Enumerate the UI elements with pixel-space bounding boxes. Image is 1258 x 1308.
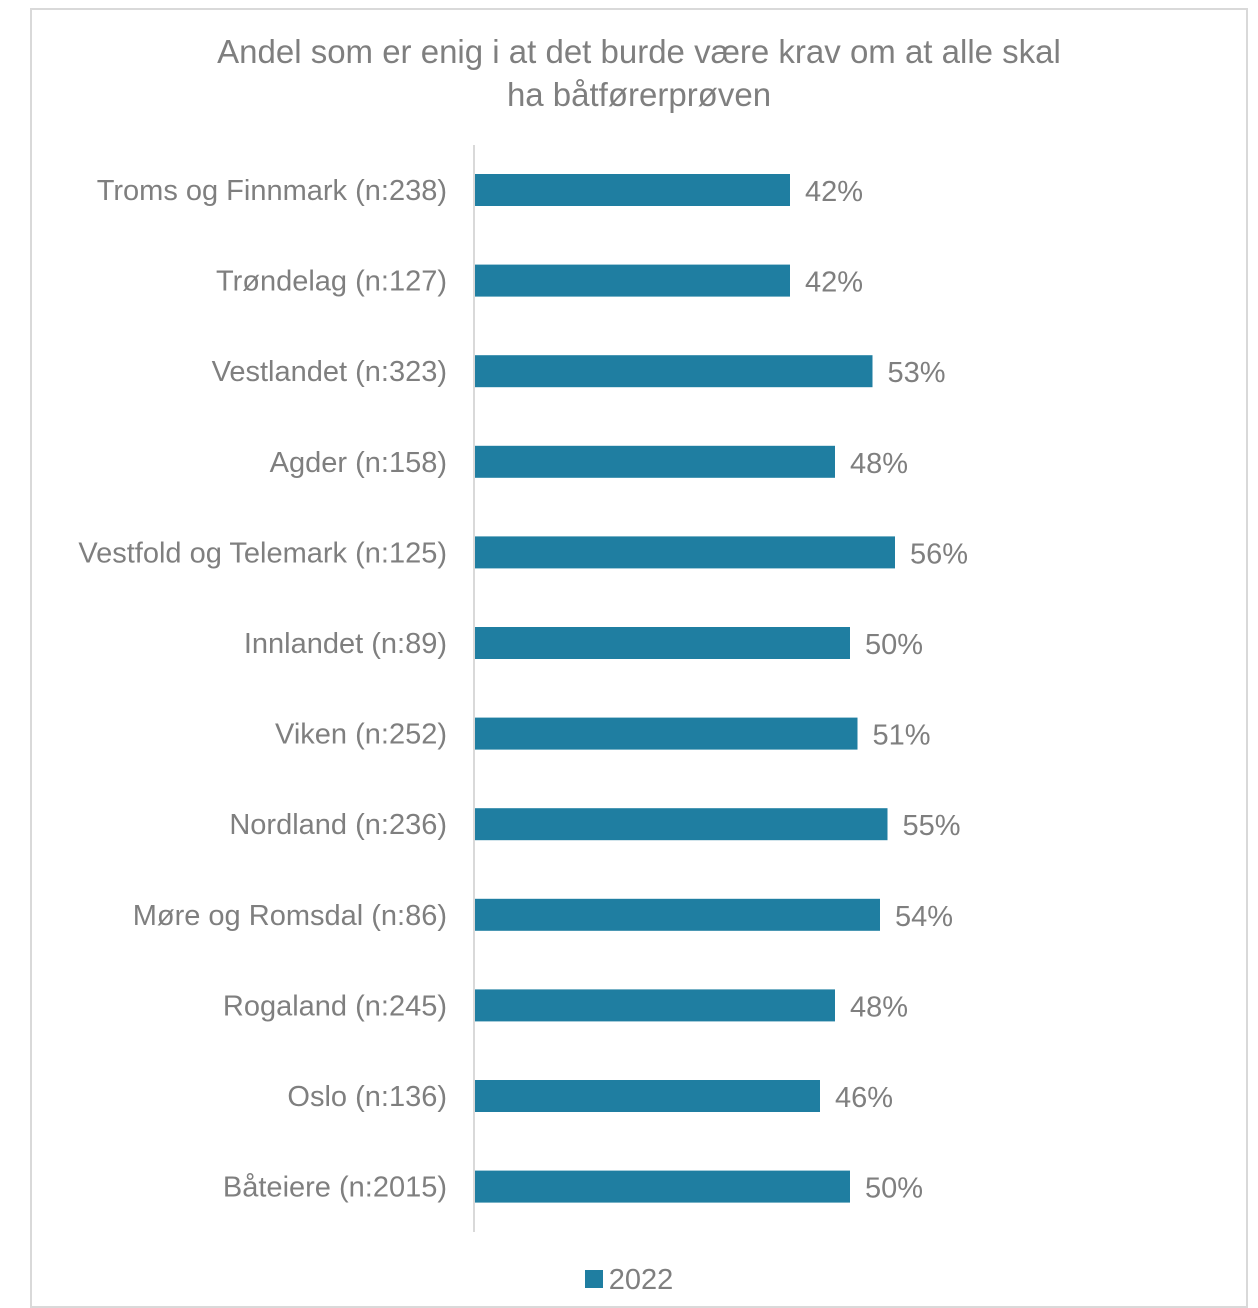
value-label: 48%: [850, 991, 908, 1023]
value-label: 50%: [865, 629, 923, 661]
bar: [475, 1170, 850, 1203]
category-label: Trøndelag (n:127): [216, 266, 447, 298]
bar: [475, 717, 858, 750]
value-label: 42%: [805, 267, 863, 299]
category-label: Møre og Romsdal (n:86): [133, 900, 447, 932]
value-label: 55%: [903, 810, 961, 842]
chart-title: Andel som er enig i at det burde være kr…: [217, 33, 1061, 113]
category-label: Båteiere (n:2015): [223, 1172, 447, 1204]
bar: [475, 536, 895, 569]
bar: [475, 1080, 820, 1112]
value-label: 54%: [895, 901, 953, 933]
value-label: 50%: [865, 1173, 923, 1205]
category-label: Vestfold og Telemark (n:125): [78, 537, 447, 569]
value-label: 56%: [910, 538, 968, 570]
legend: 2022: [0, 1264, 1258, 1297]
legend-label: 2022: [608, 1264, 674, 1296]
bar: [475, 989, 835, 1022]
bar: [475, 445, 835, 478]
value-label: 42%: [805, 176, 863, 208]
category-label: Agder (n:158): [270, 447, 447, 479]
category-label: Viken (n:252): [275, 719, 447, 751]
bar: [475, 264, 790, 297]
legend-swatch: [584, 1270, 603, 1288]
category-label: Vestlandet (n:323): [212, 356, 447, 388]
category-label: Rogaland (n:245): [223, 990, 447, 1022]
bar: [475, 174, 790, 206]
value-label: 46%: [835, 1082, 893, 1114]
category-label: Innlandet (n:89): [244, 628, 447, 660]
category-label: Oslo (n:136): [287, 1081, 447, 1113]
bar: [475, 808, 888, 841]
category-label: Nordland (n:236): [229, 809, 447, 841]
value-label: 53%: [888, 357, 946, 389]
bar: [475, 898, 880, 931]
bar: [475, 355, 873, 388]
category-label: Troms og Finnmark (n:238): [97, 175, 447, 207]
bar: [475, 627, 850, 659]
value-label: 51%: [873, 720, 931, 752]
bars-layer: Troms og Finnmark (n:238) 42% Trøndelag (n…: [78, 174, 968, 1205]
value-label: 48%: [850, 448, 908, 480]
